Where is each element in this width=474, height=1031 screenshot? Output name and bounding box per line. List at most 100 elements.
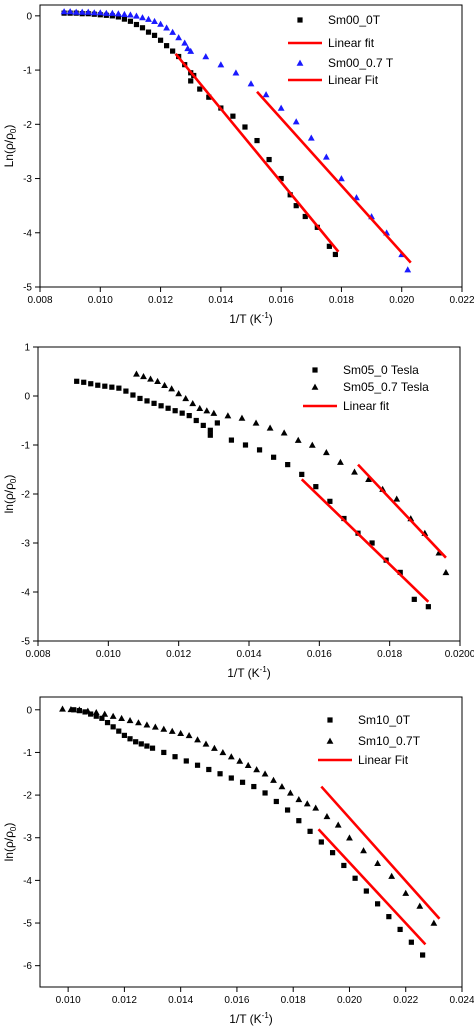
y-tick-label: -4 bbox=[23, 876, 32, 887]
x-tick-label: 0.022 bbox=[393, 995, 418, 1006]
x-tick-label: 0.012 bbox=[166, 649, 191, 660]
data-point bbox=[88, 711, 94, 717]
plot-frame bbox=[39, 4, 463, 288]
data-point bbox=[228, 775, 234, 781]
data-point bbox=[207, 427, 213, 433]
data-point bbox=[227, 753, 235, 760]
data-point bbox=[81, 379, 87, 385]
x-tick-label: 0.012 bbox=[148, 295, 173, 306]
data-point bbox=[151, 32, 158, 38]
series-3 bbox=[174, 52, 340, 253]
data-point bbox=[144, 398, 150, 404]
data-point bbox=[238, 414, 246, 421]
data-point bbox=[182, 395, 190, 402]
data-point bbox=[296, 818, 302, 824]
x-tick-label: 0.016 bbox=[224, 995, 249, 1006]
series-4 bbox=[357, 463, 447, 559]
data-point bbox=[254, 137, 260, 144]
data-point bbox=[278, 783, 286, 790]
data-point bbox=[164, 43, 170, 49]
chart-panel-2: 0.008 0.010 0.012 0.014 0.016 0.018 0.0200 1 0 -1… bbox=[2, 343, 474, 681]
x-tick-label: 0.020 bbox=[389, 295, 414, 306]
data-point bbox=[312, 804, 320, 811]
data-point bbox=[158, 403, 164, 409]
data-point bbox=[230, 113, 236, 119]
data-point bbox=[262, 91, 270, 98]
data-point bbox=[186, 413, 192, 419]
x-tick-label: 0.012 bbox=[112, 995, 137, 1006]
data-point bbox=[217, 61, 225, 68]
data-point bbox=[408, 939, 414, 945]
data-point bbox=[337, 458, 344, 465]
data-point bbox=[66, 8, 74, 15]
data-point bbox=[206, 94, 212, 100]
data-point bbox=[194, 762, 201, 768]
y-tick-label: -3 bbox=[23, 833, 32, 844]
series-3 bbox=[300, 478, 430, 603]
data-point bbox=[96, 9, 104, 16]
data-point bbox=[133, 370, 140, 377]
series-2 bbox=[59, 705, 438, 926]
data-point bbox=[375, 901, 381, 907]
data-point bbox=[285, 462, 291, 468]
y-tick-label: -2 bbox=[23, 791, 32, 802]
data-point bbox=[71, 707, 77, 713]
data-point bbox=[308, 441, 316, 448]
y-tick-label: -2 bbox=[23, 120, 32, 131]
data-point bbox=[138, 741, 144, 747]
data-point bbox=[365, 475, 372, 483]
data-point bbox=[224, 412, 232, 419]
data-point bbox=[84, 707, 92, 714]
data-point bbox=[183, 758, 189, 764]
data-point bbox=[59, 705, 66, 712]
data-point bbox=[332, 251, 338, 258]
data-point bbox=[351, 468, 358, 475]
data-point bbox=[262, 790, 268, 796]
data-point bbox=[184, 44, 192, 52]
data-point bbox=[214, 420, 220, 426]
data-point bbox=[244, 761, 252, 768]
data-point bbox=[430, 919, 438, 926]
data-point bbox=[121, 10, 128, 17]
data-point bbox=[322, 153, 330, 160]
data-point bbox=[210, 409, 218, 416]
data-point bbox=[116, 728, 122, 734]
data-point bbox=[374, 859, 381, 867]
legend-label: Linear fit bbox=[343, 399, 390, 413]
data-point bbox=[228, 437, 235, 443]
data-point bbox=[90, 9, 98, 16]
y-tick-label: -5 bbox=[21, 637, 30, 648]
data-point bbox=[169, 28, 177, 35]
data-point bbox=[388, 872, 396, 879]
data-point bbox=[295, 795, 303, 803]
legend: Sm10_0T Sm10_0.7T Linear Fit bbox=[318, 713, 421, 767]
data-point bbox=[292, 118, 300, 125]
legend-label: Linear fit bbox=[328, 36, 375, 50]
data-point bbox=[411, 596, 417, 602]
data-point bbox=[196, 404, 204, 411]
data-point bbox=[133, 739, 139, 745]
legend-swatch bbox=[326, 737, 334, 744]
data-point bbox=[360, 847, 367, 854]
data-point bbox=[323, 813, 331, 820]
x-axis-label: 1/T (K-1) bbox=[227, 665, 271, 680]
x-tick-label: 0.018 bbox=[281, 995, 306, 1006]
data-point bbox=[175, 390, 183, 397]
data-point bbox=[133, 12, 140, 19]
x-tick-label: 0.016 bbox=[269, 295, 294, 306]
fit-line bbox=[320, 785, 441, 920]
data-point bbox=[139, 25, 146, 31]
data-point bbox=[327, 498, 333, 504]
x-axis-label: 1/T (K-1) bbox=[229, 311, 273, 326]
data-point bbox=[266, 156, 272, 163]
data-point bbox=[137, 395, 143, 402]
data-point bbox=[84, 8, 92, 15]
data-point bbox=[161, 381, 168, 388]
y-tick-label: 0 bbox=[24, 392, 30, 403]
data-point bbox=[75, 706, 83, 713]
legend-label: Sm05_0 Tesla bbox=[343, 363, 419, 377]
data-point bbox=[143, 721, 151, 728]
data-point bbox=[78, 8, 86, 15]
data-point bbox=[101, 710, 109, 717]
